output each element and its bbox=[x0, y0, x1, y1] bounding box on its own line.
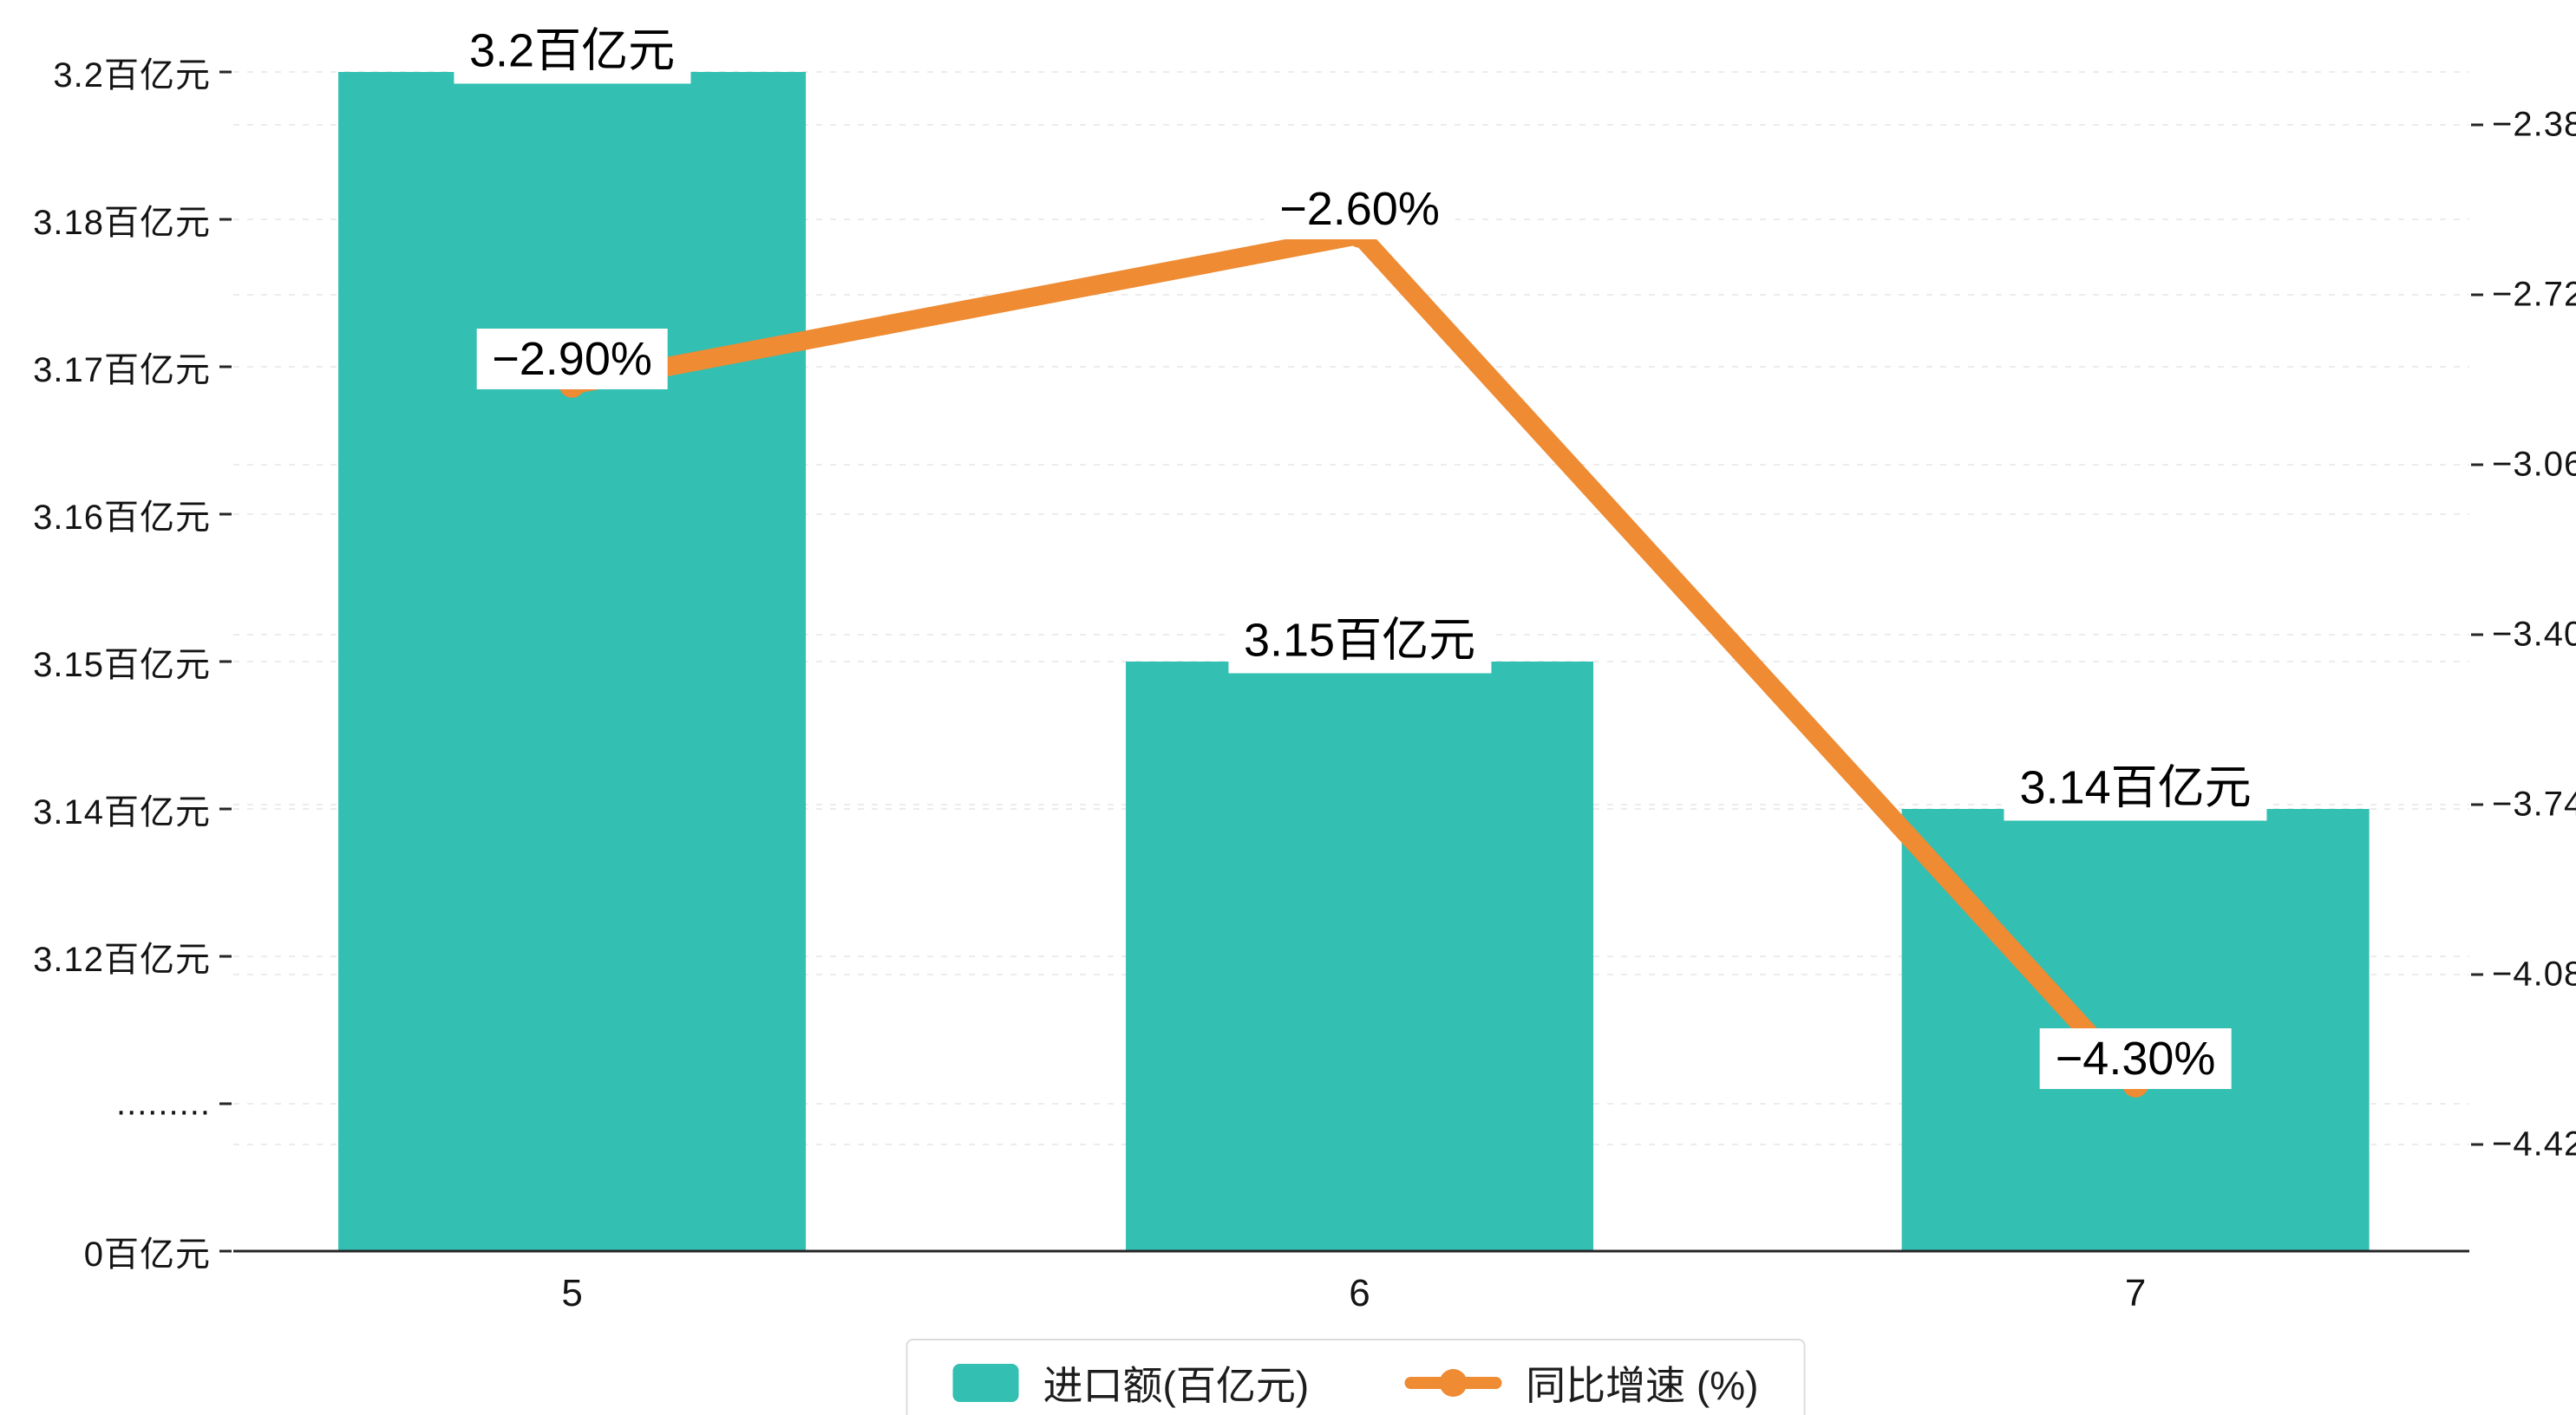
bar-month-5[interactable] bbox=[338, 72, 807, 1251]
legend-item-growth-rate[interactable]: 同比增速 (%) bbox=[1404, 1354, 1758, 1412]
legend-label-growth-rate: 同比增速 (%) bbox=[1526, 1363, 1759, 1408]
line-series-marker-dot bbox=[1439, 1369, 1468, 1397]
bar-series-swatch bbox=[952, 1364, 1019, 1402]
legend: 进口额(百亿元) 同比增速 (%) bbox=[906, 1339, 1806, 1415]
legend-label-import-value: 进口额(百亿元) bbox=[1043, 1363, 1310, 1408]
line-point-month-7[interactable] bbox=[2122, 1071, 2149, 1098]
legend-item-import-value[interactable]: 进口额(百亿元) bbox=[952, 1354, 1310, 1412]
line-point-month-6[interactable] bbox=[1346, 221, 1373, 248]
bar-month-6[interactable] bbox=[1126, 662, 1594, 1251]
line-series-marker bbox=[1404, 1368, 1502, 1398]
bar-month-7[interactable] bbox=[1901, 809, 2370, 1251]
line-point-month-5[interactable] bbox=[559, 371, 585, 398]
